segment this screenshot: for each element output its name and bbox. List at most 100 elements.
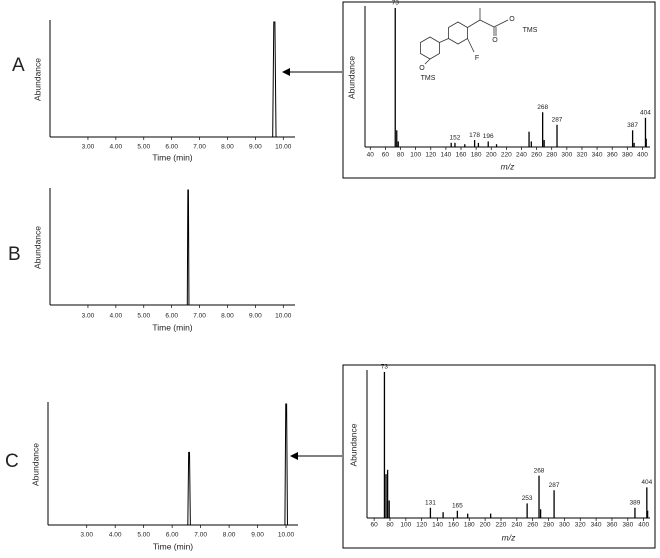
x-tick-label: 340 [591, 522, 602, 529]
x-tick-label: 260 [527, 522, 538, 529]
x-tick-label: 120 [425, 152, 436, 159]
x-tick-label: 80 [397, 152, 405, 159]
y-axis-label: Abundance [346, 56, 356, 99]
y-axis-label: Abundance [32, 226, 42, 269]
x-tick-label: 8.00 [223, 532, 236, 539]
x-tick-label: 9.00 [249, 313, 262, 320]
y-axis-label: Abundance [348, 423, 358, 466]
x-tick-label: 400 [637, 152, 648, 159]
x-tick-label: 220 [501, 152, 512, 159]
panel-label: B [8, 244, 21, 265]
structure-label: F [475, 55, 479, 62]
peak-label: 404 [641, 479, 652, 486]
peak-label: 404 [640, 110, 651, 117]
x-tick-label: 380 [622, 152, 633, 159]
x-tick-label: 380 [622, 522, 633, 529]
x-tick-label: 4.00 [110, 144, 123, 151]
structure-label: TMS [421, 75, 436, 82]
x-tick-label: 340 [592, 152, 603, 159]
structure-label: TMS [523, 27, 538, 34]
peak-label: 178 [469, 132, 480, 139]
x-tick-label: 140 [432, 522, 443, 529]
x-tick-label: 240 [511, 522, 522, 529]
x-tick-label: 6.00 [165, 313, 178, 320]
chromatogram [51, 21, 295, 138]
x-axis-label: Time (min) [152, 152, 192, 162]
structure [420, 8, 509, 65]
x-tick-label: 200 [480, 522, 491, 529]
peak-label: 196 [483, 133, 494, 140]
x-tick-label: 10.00 [275, 144, 292, 151]
peak-label: 268 [537, 104, 548, 111]
x-tick-label: 60 [382, 152, 390, 159]
x-tick-label: 360 [607, 152, 618, 159]
x-axis-label: Time (min) [152, 322, 192, 332]
x-tick-label: 10.00 [278, 532, 295, 539]
peak-label: 389 [630, 499, 641, 506]
x-tick-label: 7.00 [194, 532, 207, 539]
x-tick-label: 120 [416, 522, 427, 529]
x-tick-label: 3.00 [80, 532, 93, 539]
x-tick-label: 160 [456, 152, 467, 159]
x-tick-label: 300 [561, 152, 572, 159]
x-tick-label: 6.00 [165, 144, 178, 151]
x-tick-label: 280 [546, 152, 557, 159]
x-tick-label: 140 [440, 152, 451, 159]
x-tick-label: 180 [471, 152, 482, 159]
x-tick-label: 5.00 [137, 532, 150, 539]
x-tick-label: 8.00 [221, 144, 234, 151]
x-tick-label: 4.00 [109, 532, 122, 539]
x-tick-label: 260 [531, 152, 542, 159]
x-tick-label: 360 [607, 522, 618, 529]
peak-label: 165 [452, 502, 463, 509]
panel-label: A [12, 55, 25, 76]
x-tick-label: 180 [464, 522, 475, 529]
structure-label: O [492, 37, 498, 44]
x-tick-label: 8.00 [221, 313, 234, 320]
x-tick-label: 320 [577, 152, 588, 159]
x-tick-label: 3.00 [82, 144, 95, 151]
inset-frame [342, 364, 656, 549]
peak-label: 152 [450, 135, 461, 142]
y-axis-label: Abundance [32, 58, 42, 101]
x-tick-label: 3.00 [82, 313, 95, 320]
x-tick-label: 100 [400, 522, 411, 529]
y-axis-label: Abundance [30, 443, 40, 486]
x-tick-label: 4.00 [110, 313, 123, 320]
x-tick-label: 80 [386, 522, 394, 529]
chromatogram [51, 189, 295, 306]
chromatogram [49, 403, 298, 526]
structure-label: O [509, 16, 515, 23]
x-tick-label: 200 [486, 152, 497, 159]
x-tick-label: 160 [448, 522, 459, 529]
structure-label: O [419, 65, 425, 72]
peak-label: 131 [425, 499, 436, 506]
peak-label: 287 [552, 116, 563, 123]
x-axis-label: m/z [502, 532, 516, 542]
x-tick-label: 100 [410, 152, 421, 159]
x-tick-label: 9.00 [251, 532, 264, 539]
x-tick-label: 9.00 [249, 144, 262, 151]
peak-label: 73 [392, 0, 400, 7]
peak-label: 73 [381, 364, 389, 371]
inset-frame [342, 1, 656, 179]
panel-label: C [5, 451, 19, 472]
x-tick-label: 5.00 [137, 313, 150, 320]
peak-label: 268 [534, 467, 545, 474]
x-tick-label: 220 [496, 522, 507, 529]
x-tick-label: 240 [516, 152, 527, 159]
x-tick-label: 280 [543, 522, 554, 529]
x-tick-label: 6.00 [166, 532, 179, 539]
x-tick-label: 60 [371, 522, 379, 529]
x-axis-label: m/z [501, 161, 515, 171]
x-tick-label: 40 [367, 152, 375, 159]
x-axis-label: Time (min) [153, 541, 193, 551]
x-tick-label: 400 [638, 522, 649, 529]
peak-label: 387 [627, 122, 638, 129]
x-tick-label: 5.00 [137, 144, 150, 151]
x-tick-label: 7.00 [193, 313, 206, 320]
peak-label: 253 [522, 495, 533, 502]
x-tick-label: 10.00 [275, 313, 292, 320]
x-tick-label: 7.00 [193, 144, 206, 151]
